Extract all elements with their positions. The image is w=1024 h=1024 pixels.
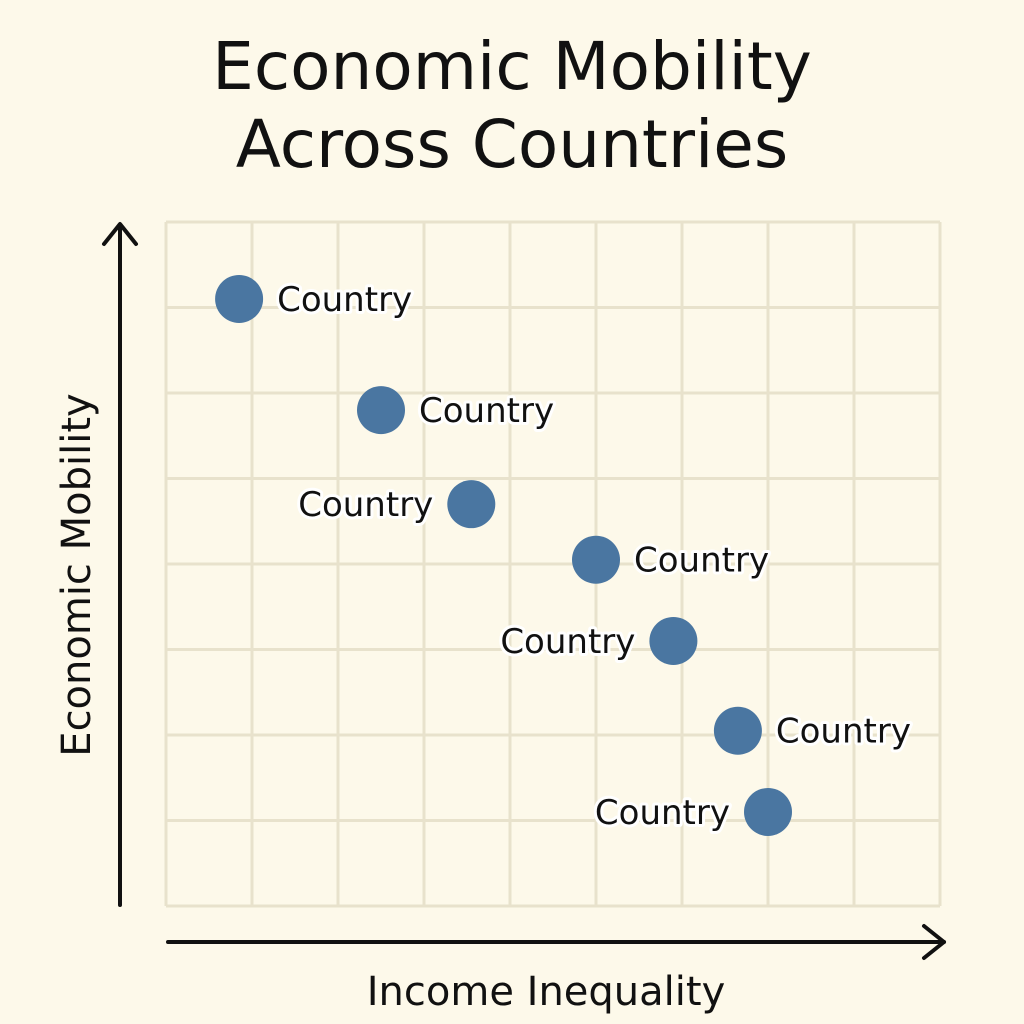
data-point-label: Country — [634, 541, 769, 581]
data-point-group: Country — [592, 787, 792, 836]
chart-title-line-1: Economic Mobility — [212, 28, 812, 105]
grid — [164, 220, 942, 908]
data-point — [572, 535, 620, 584]
data-point-label: Country — [776, 712, 911, 752]
data-point — [447, 480, 496, 529]
y-axis — [102, 222, 138, 907]
data-point — [713, 706, 762, 755]
data-point-group: Country — [357, 386, 557, 435]
x-axis — [166, 924, 946, 960]
data-point-group: Country — [215, 274, 415, 323]
data-point — [357, 386, 405, 435]
data-point-group: Country — [497, 616, 698, 665]
data-point-label: Country — [419, 391, 554, 431]
data-point — [744, 787, 792, 836]
data-point-group: Country — [713, 706, 914, 755]
data-point-group: Country — [295, 480, 496, 529]
data-point-group: Country — [572, 535, 772, 584]
data-point-label: Country — [277, 280, 412, 320]
y-axis-label: Economic Mobility — [54, 393, 100, 756]
x-axis-label: Income Inequality — [367, 969, 726, 1015]
y-axis-arrowhead-icon — [102, 222, 138, 246]
chart-title: Economic Mobility Across Countries — [0, 28, 1024, 184]
data-point-label: Country — [298, 485, 433, 525]
data-point-label: Country — [500, 622, 635, 662]
data-point-label: Country — [595, 793, 730, 833]
x-axis-arrowhead-icon — [922, 924, 946, 960]
data-point — [215, 274, 264, 323]
chart-title-line-2: Across Countries — [235, 106, 789, 183]
data-points: Country Country Country Country Country Count… — [215, 274, 914, 836]
data-point — [649, 616, 698, 665]
